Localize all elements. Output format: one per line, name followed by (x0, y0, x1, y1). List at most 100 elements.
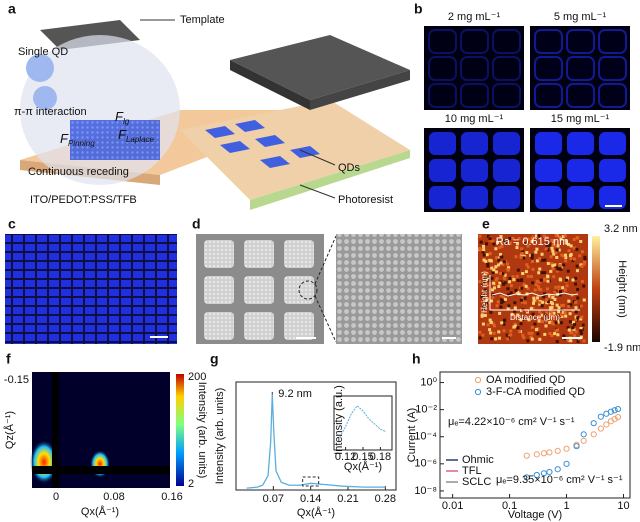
afm-grain (552, 275, 556, 279)
y-tick-label: -0.15 (4, 374, 29, 386)
afm-grain (554, 250, 558, 254)
afm-grain (567, 304, 571, 308)
legend-label: SCLC (462, 476, 491, 488)
afm-grain (566, 326, 570, 330)
afm-grain (539, 288, 543, 292)
afm-grain (495, 256, 499, 260)
afm-grain (504, 242, 508, 246)
afm-grain (545, 235, 549, 239)
zoom-circle (298, 280, 318, 300)
colorbar-max: 200 (188, 371, 206, 383)
afm-grain (555, 248, 559, 252)
afm-grain (512, 278, 516, 282)
pixel (461, 186, 488, 209)
afm-grain (558, 293, 562, 297)
afm-grain (502, 329, 506, 333)
afm-grain (555, 303, 559, 307)
afm-grain (491, 270, 495, 274)
colorbar-title: Intensity (arb. units) (196, 382, 208, 479)
afm-grain (497, 263, 501, 267)
afm-grain (562, 254, 566, 258)
afm-grain (516, 278, 520, 282)
afm-grain (560, 314, 564, 318)
afm-grain (521, 271, 525, 275)
afm-grain (580, 279, 584, 283)
afm-grain (574, 306, 578, 310)
x-tick-label: 0.15 (352, 451, 373, 463)
afm-grain (521, 250, 525, 254)
pixel (566, 83, 595, 108)
afm-grain (538, 267, 542, 271)
afm-grain (550, 238, 554, 242)
pixel (460, 29, 489, 54)
plot-frame (439, 371, 631, 499)
afm-grain (520, 286, 524, 290)
afm-grain (507, 334, 511, 338)
afm-grain (501, 295, 505, 299)
pixel (599, 159, 626, 182)
afm-grain (547, 243, 551, 247)
afm-grain (540, 304, 544, 308)
afm-grain (567, 249, 571, 253)
qd-sphere (33, 86, 57, 110)
zoom-line (314, 295, 337, 343)
afm-grain (567, 328, 571, 332)
afm-grain (548, 320, 552, 324)
pixel (429, 186, 456, 209)
beam-stop (52, 372, 59, 488)
afm-grain (564, 239, 568, 243)
afm-grain (557, 310, 561, 314)
afm-grain (478, 234, 482, 238)
afm-grain (538, 257, 542, 261)
afm-grain (486, 262, 490, 266)
data-point (611, 416, 618, 423)
afm-grain (506, 293, 510, 297)
afm-grain (551, 267, 555, 271)
afm-grain (502, 322, 506, 326)
afm-grain (519, 279, 523, 283)
afm-grain (556, 333, 560, 337)
afm-grain (568, 320, 572, 324)
afm-grain (514, 255, 518, 259)
pixel (492, 83, 521, 108)
x-label: Voltage (V) (508, 509, 562, 521)
afm-grain (571, 326, 575, 330)
afm-grain (526, 244, 530, 248)
y-tick-label: 10⁻² (415, 404, 437, 416)
afm-grain (536, 296, 540, 300)
afm-grain (515, 242, 519, 246)
y-label: Current (A) (406, 408, 418, 462)
afm-grain (551, 296, 555, 300)
afm-grain (492, 286, 496, 290)
afm-grain (549, 255, 553, 259)
pixel (492, 56, 521, 81)
afm-grain (571, 309, 575, 313)
afm-grain (536, 284, 540, 288)
afm-grain (531, 235, 535, 239)
afm-grain (552, 244, 556, 248)
afm-grain (506, 337, 510, 341)
afm-grain (516, 326, 520, 330)
afm-grain (537, 287, 541, 291)
afm-grain (551, 249, 555, 253)
afm-grain (499, 305, 503, 309)
afm-grain (535, 259, 539, 263)
data-point (563, 445, 570, 452)
afm-grain (575, 236, 579, 240)
panel-label: c (8, 216, 16, 232)
pixel (534, 56, 563, 81)
pixel (429, 132, 456, 155)
afm-grain (535, 234, 539, 238)
afm-grain (538, 301, 542, 305)
panel-a: a Template Single QD π-π interaction Flg… (8, 1, 410, 210)
afm-grain (574, 300, 578, 304)
pixel (567, 186, 594, 209)
afm-grain (553, 290, 557, 294)
afm-grain (513, 301, 517, 305)
afm-grain (550, 321, 554, 325)
afm-grain (509, 329, 513, 333)
panel-h: h Current (A) Voltage (V) 0.01 0.1 1 10 10⁰ 1… (406, 351, 631, 521)
subscript: Pinning (68, 139, 95, 148)
afm-grain (516, 313, 520, 317)
afm-grain (520, 296, 524, 300)
